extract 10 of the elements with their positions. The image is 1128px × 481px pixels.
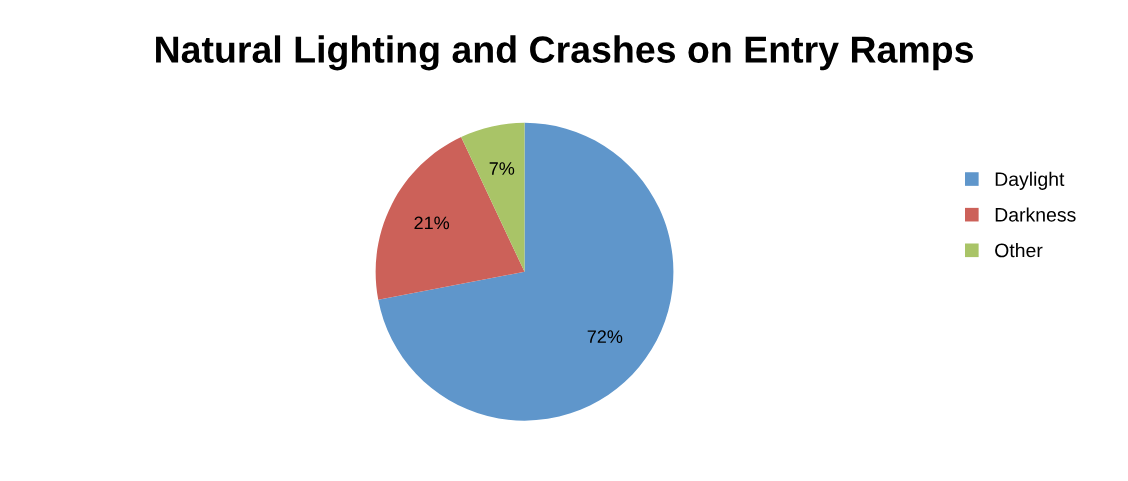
pie-slice	[375, 137, 525, 300]
pie-slice	[461, 122, 525, 272]
legend-label: Daylight	[995, 171, 1065, 190]
legend-label: Other	[995, 243, 1043, 258]
data-label: 7%	[489, 162, 515, 175]
data-label: 21%	[414, 216, 450, 230]
chart-title: Natural Lighting and Crashes on Entry Ramps	[156, 35, 973, 71]
legend-label: Darkness	[995, 207, 1076, 222]
pie-slice	[378, 122, 674, 421]
data-label: 72%	[587, 330, 623, 343]
